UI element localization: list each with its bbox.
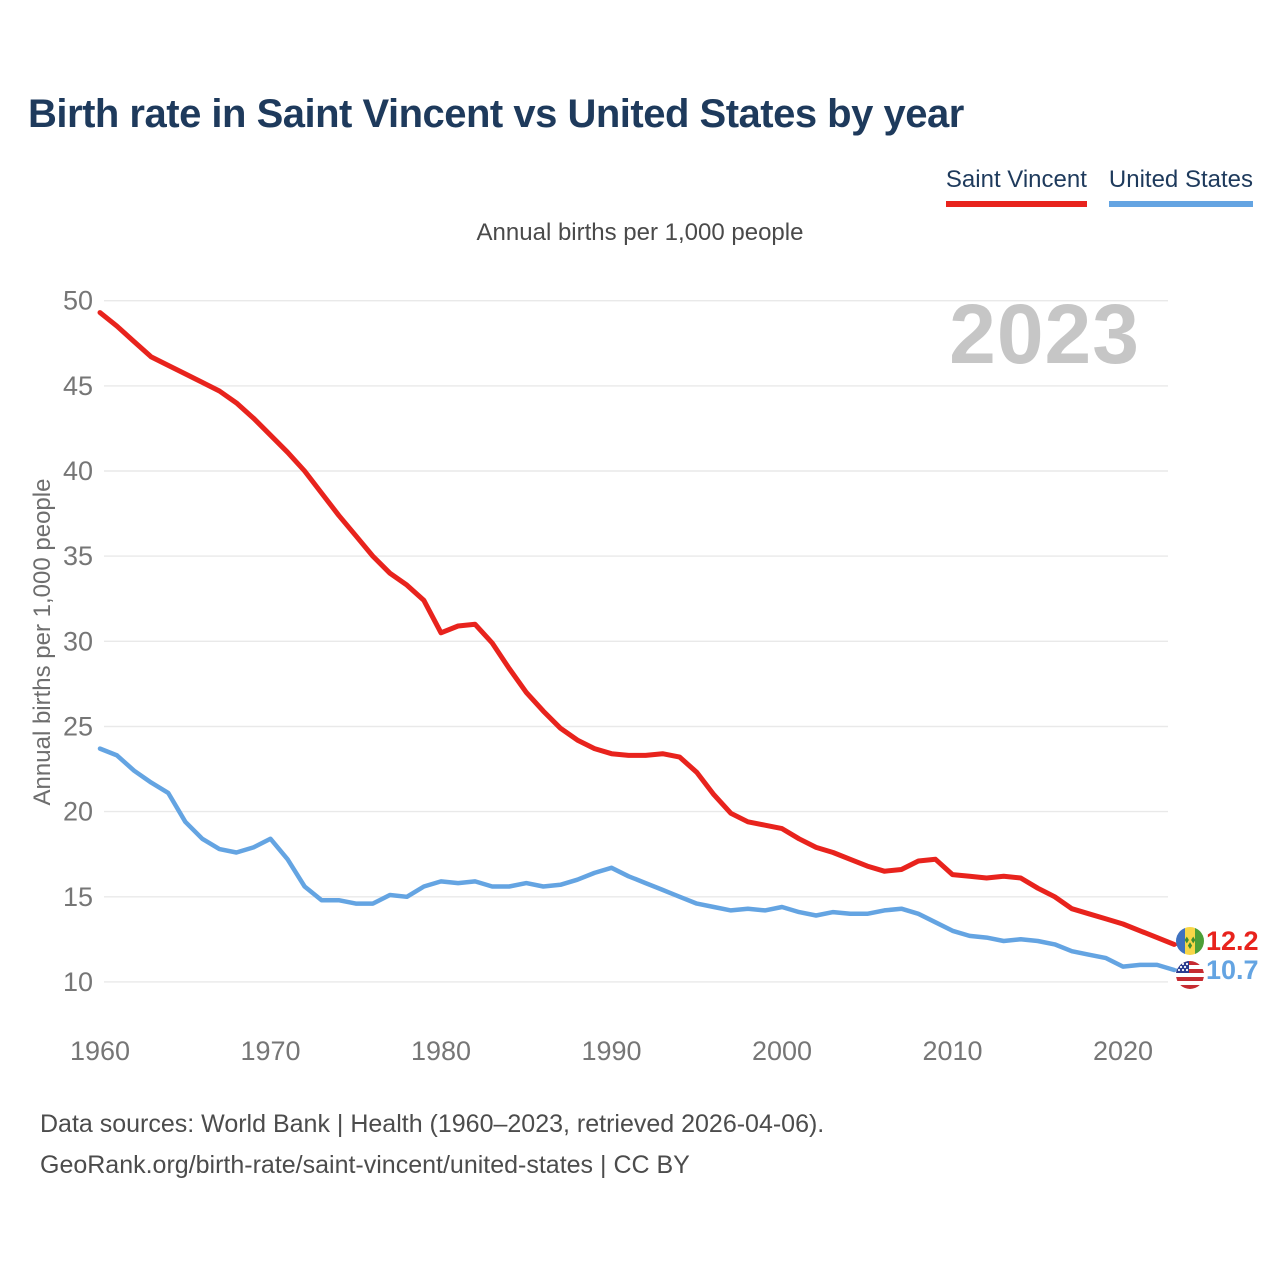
footer-data-sources: Data sources: World Bank | Health (1960–… (40, 1110, 825, 1138)
end-label-layer: 12.210.7 (1206, 926, 1259, 985)
y-tick-label-20: 20 (63, 797, 93, 827)
united-states-flag-icon (1176, 961, 1204, 989)
legend-item-united-states[interactable]: United States (1108, 166, 1253, 207)
y-tick-label-15: 15 (63, 882, 93, 912)
year-watermark: 2023 (949, 287, 1140, 381)
saint-vincent-flag-icon (1176, 927, 1204, 955)
x-tick-label-1960: 1960 (70, 1036, 130, 1066)
footer: Data sources: World Bank | Health (1960–… (40, 1104, 824, 1186)
series-line-saint-vincent[interactable] (97, 310, 1177, 947)
line-chart: 10 15 20 25 30 35 40 45 50 1960 1970 1980 1990 2000 20… (63, 286, 1259, 1066)
end-value-label-united-states: 10.7 (1206, 955, 1259, 985)
end-value-label-saint-vincent: 12.2 (1206, 926, 1259, 956)
y-tick-label-40: 40 (63, 456, 93, 486)
chart-subtitle: Annual births per 1,000 people (476, 219, 804, 246)
x-tick-label-1980: 1980 (411, 1036, 471, 1066)
x-tick-label-2000: 2000 (752, 1036, 812, 1066)
footer-attribution: GeoRank.org/birth-rate/saint-vincent/uni… (40, 1151, 690, 1179)
y-tick-label-10: 10 (63, 967, 93, 997)
y-tick-label-35: 35 (63, 541, 93, 571)
y-tick-label-50: 50 (63, 286, 93, 316)
legend-item-saint-vincent[interactable]: Saint Vincent (945, 166, 1087, 207)
x-tick-label-1970: 1970 (240, 1036, 300, 1066)
grid-layer: 10 15 20 25 30 35 40 45 50 1960 1970 1980 1990 2000 20… (63, 286, 1168, 1066)
series-line-united-states[interactable] (97, 746, 1177, 973)
page-title: Birth rate in Saint Vincent vs United St… (28, 92, 964, 136)
x-tick-label-1990: 1990 (581, 1036, 641, 1066)
x-tick-label-2010: 2010 (922, 1036, 982, 1066)
legend: Saint Vincent United States (945, 166, 1253, 207)
legend-label-united-states: United States (1108, 166, 1253, 193)
series-layer (97, 310, 1183, 975)
y-tick-label-25: 25 (63, 712, 93, 742)
legend-label-saint-vincent: Saint Vincent (945, 166, 1087, 193)
x-tick-label-2020: 2020 (1093, 1036, 1153, 1066)
y-tick-label-30: 30 (63, 626, 93, 656)
y-tick-label-45: 45 (63, 371, 93, 401)
